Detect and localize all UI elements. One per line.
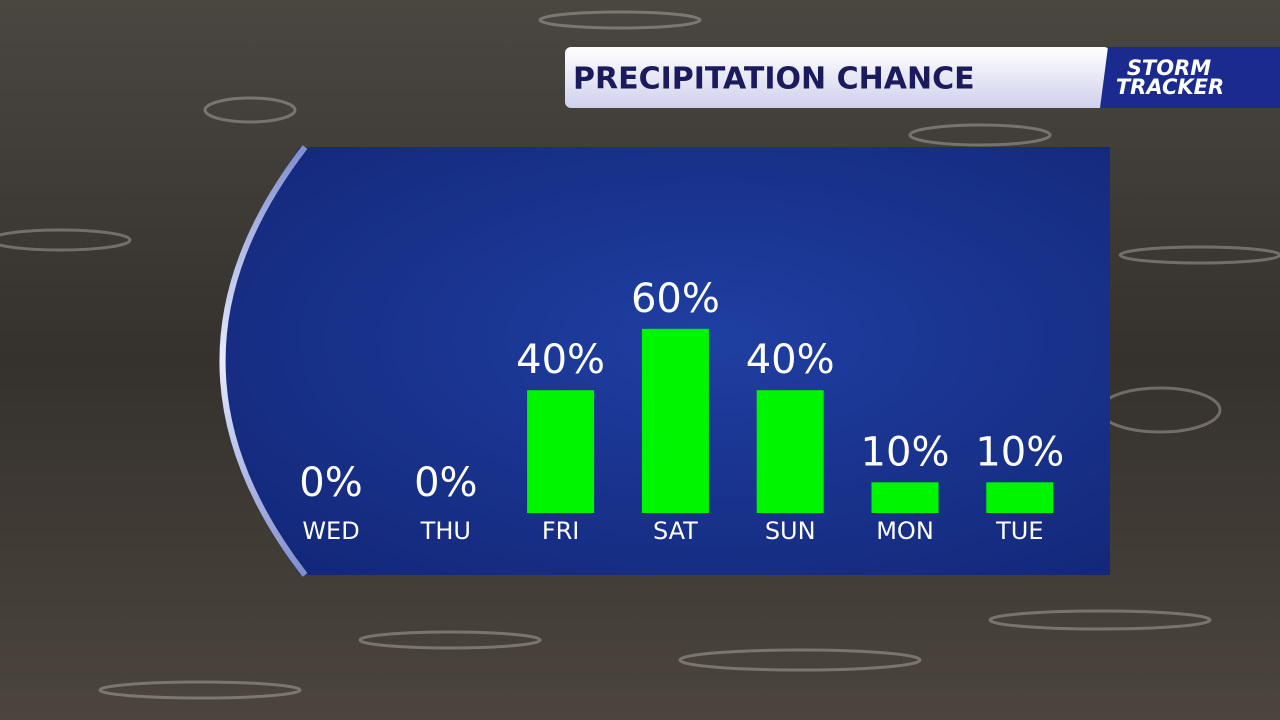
chart-title: PRECIPITATION CHANCE xyxy=(573,62,975,97)
value-label: 10% xyxy=(861,429,950,475)
bar xyxy=(527,390,594,513)
value-label: 0% xyxy=(414,460,477,506)
logo-line: TRACKER xyxy=(1116,75,1224,99)
x-tick-label: MON xyxy=(876,517,934,545)
x-tick-label: TUE xyxy=(995,517,1043,545)
bar xyxy=(872,482,939,513)
value-label: 0% xyxy=(299,460,362,506)
x-tick-label: WED xyxy=(302,517,359,545)
value-label: 10% xyxy=(975,429,1064,475)
x-tick-label: SUN xyxy=(765,517,816,545)
value-label: 60% xyxy=(631,276,720,322)
bar xyxy=(757,390,824,513)
x-tick-label: SAT xyxy=(653,517,698,545)
x-tick-label: THU xyxy=(420,517,471,545)
bar xyxy=(986,482,1053,513)
x-tick-label: FRI xyxy=(542,517,580,545)
bar xyxy=(642,329,709,513)
value-label: 40% xyxy=(746,337,835,383)
value-label: 40% xyxy=(516,337,605,383)
